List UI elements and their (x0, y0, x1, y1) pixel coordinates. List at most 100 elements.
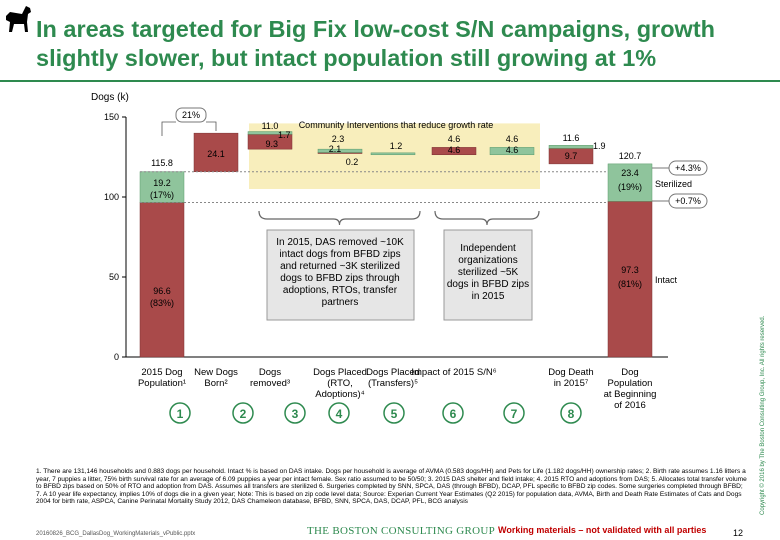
step-number: 3 (292, 407, 299, 421)
category-label: at Beginning (604, 389, 657, 400)
sterilized-growth-label: +4.3% (675, 163, 701, 173)
category-label: Dogs Placed (313, 367, 367, 378)
category-label: (Transfers)⁵ (368, 378, 418, 389)
category-label: of 2016 (614, 400, 646, 411)
data-label: (81%) (618, 279, 642, 289)
category-label: Impact of 2015 S/N⁶ (411, 367, 496, 378)
callout-left-text: partners (322, 297, 359, 308)
data-label: (83%) (150, 298, 174, 308)
category-label: removed³ (250, 378, 290, 389)
step-number-circle (284, 402, 306, 424)
bar-intact-b1 (139, 202, 185, 358)
growth-bubble (175, 107, 207, 123)
data-label: 120.7 (619, 151, 642, 161)
data-label: 9.7 (565, 151, 578, 161)
category-label: in 2015⁷ (554, 378, 589, 389)
bar-sterilized-b3 (247, 131, 293, 135)
data-label: 23.4 (621, 168, 639, 178)
data-label: 4.6 (506, 145, 519, 155)
page-title: In areas targeted for Big Fix low-cost S… (36, 16, 716, 71)
step-number: 6 (450, 407, 457, 421)
brace-left (258, 210, 421, 226)
category-label: 2015 Dog (141, 367, 182, 378)
step-number-circle (560, 402, 582, 424)
y-tick-label: 50 (109, 272, 119, 282)
footnotes: 1. There are 131,146 households and 0.88… (36, 468, 747, 506)
step-number: 2 (240, 407, 247, 421)
callout-right-box (443, 229, 533, 321)
intact-growth-label: +0.7% (675, 196, 701, 206)
legend-sterilized: Sterilized (655, 179, 692, 189)
data-label: (17%) (150, 190, 174, 200)
category-label: Born² (204, 378, 227, 389)
step-number-circle (503, 402, 525, 424)
callout-right-text: dogs in BFBD zips (447, 279, 529, 290)
growth-connectors (652, 167, 669, 202)
bar-intact-b2 (193, 132, 239, 172)
bar-sterilized-b8 (548, 145, 594, 149)
data-label: (19%) (618, 182, 642, 192)
data-label: 4.6 (506, 134, 519, 144)
highlight-title: Community Interventions that reduce grow… (299, 120, 494, 130)
callout-right-text: sterilized ~5K (458, 267, 519, 278)
callout-right-text: organizations (458, 255, 517, 266)
callout-left-box (266, 229, 415, 321)
callout-left-text: adoptions, RTOs, transfer (283, 285, 398, 296)
data-label: 19.2 (153, 178, 171, 188)
waterfall-chart: Community Interventions that reduce grow… (91, 92, 708, 424)
category-label: Dogs Placed (366, 367, 420, 378)
legend-intact: Intact (655, 275, 678, 285)
bar-sterilized-b1 (139, 171, 185, 203)
data-label: 4.6 (448, 134, 461, 144)
step-number: 5 (391, 407, 398, 421)
step-number: 1 (177, 407, 184, 421)
category-label: Dog (621, 367, 638, 378)
callout-right-text: in 2015 (472, 291, 505, 302)
step-number-circle (442, 402, 464, 424)
step-number-circle (328, 402, 350, 424)
data-label: 24.1 (207, 149, 225, 159)
y-tick-label: 100 (104, 192, 119, 202)
data-label: 9.3 (265, 139, 278, 149)
category-label: (RTO, (327, 378, 353, 389)
bar-sterilized-b7 (489, 147, 535, 156)
callout-left-text: and returned ~3K sterilized (280, 261, 400, 272)
step-number: 4 (336, 407, 343, 421)
bar-intact-b6 (431, 147, 477, 156)
category-label: New Dogs (194, 367, 238, 378)
y-tick-label: 0 (114, 352, 119, 362)
step-number: 7 (511, 407, 518, 421)
data-label: 1.2 (390, 141, 403, 151)
data-label: 0.2 (346, 157, 359, 167)
y-axis-label: Dogs (k) (91, 92, 129, 103)
bar-sterilized-b4 (317, 148, 363, 153)
file-name: 20160826_BCG_DallasDog_WorkingMaterials_… (36, 531, 196, 537)
copyright-note: Copyright © 2016 by The Boston Consultin… (760, 315, 766, 515)
callout-left-text: In 2015, DAS removed ~10K (276, 237, 404, 248)
category-label: Dog Death (548, 367, 593, 378)
bar-sterilized-b5 (370, 152, 416, 156)
category-label: Adoptions)⁴ (315, 389, 365, 400)
growth-label: 21% (182, 110, 200, 120)
data-label: 11.6 (563, 133, 580, 143)
data-label: 2.3 (332, 134, 345, 144)
data-label: 1.7 (278, 130, 291, 140)
data-label: 1.9 (593, 141, 606, 151)
dog-logo-icon (6, 6, 31, 32)
callout-left-text: intact dogs from BFBD zips (279, 249, 400, 260)
category-label: Dogs (259, 367, 281, 378)
data-label: 97.3 (621, 265, 639, 275)
data-label: 2.1 (329, 144, 342, 154)
page-number: 12 (733, 528, 744, 538)
data-label: 11.0 (262, 121, 279, 131)
data-label: 115.8 (151, 158, 173, 168)
title-divider (0, 80, 780, 82)
callout-right-text: Independent (460, 243, 516, 254)
step-number: 8 (568, 407, 575, 421)
step-number-circle (383, 402, 405, 424)
company-logo-text: THE BOSTON CONSULTING GROUP (307, 525, 496, 537)
category-label: Population¹ (138, 378, 186, 389)
y-tick-label: 150 (104, 112, 119, 122)
working-materials-warning: Working materials – not validated with a… (498, 525, 707, 535)
data-label: 4.6 (448, 145, 461, 155)
